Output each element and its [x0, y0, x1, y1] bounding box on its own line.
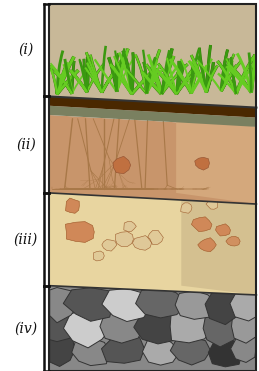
Polygon shape — [170, 307, 214, 343]
Polygon shape — [72, 338, 109, 365]
Polygon shape — [49, 115, 256, 204]
Polygon shape — [206, 198, 217, 209]
Polygon shape — [100, 308, 145, 343]
Polygon shape — [49, 193, 256, 295]
Polygon shape — [93, 251, 104, 261]
Polygon shape — [66, 198, 79, 213]
Polygon shape — [230, 288, 256, 321]
Polygon shape — [226, 236, 240, 246]
Polygon shape — [176, 115, 256, 204]
Polygon shape — [102, 331, 145, 363]
Polygon shape — [49, 96, 256, 118]
Text: (ii): (ii) — [16, 138, 36, 152]
Polygon shape — [198, 238, 216, 252]
Polygon shape — [181, 203, 192, 213]
Polygon shape — [175, 290, 219, 319]
Polygon shape — [102, 288, 152, 322]
Polygon shape — [181, 193, 256, 295]
Polygon shape — [191, 217, 212, 232]
Polygon shape — [215, 224, 230, 236]
Polygon shape — [205, 289, 246, 325]
Polygon shape — [102, 240, 117, 251]
Polygon shape — [63, 308, 111, 348]
Polygon shape — [49, 286, 256, 371]
Polygon shape — [148, 230, 163, 244]
Polygon shape — [231, 335, 256, 362]
Polygon shape — [134, 311, 178, 344]
Polygon shape — [49, 106, 256, 127]
Polygon shape — [170, 337, 211, 365]
Text: (iv): (iv) — [14, 321, 38, 335]
Text: (i): (i) — [18, 43, 33, 57]
Polygon shape — [132, 236, 152, 250]
Polygon shape — [50, 335, 75, 367]
Polygon shape — [66, 222, 94, 242]
Polygon shape — [115, 232, 133, 247]
Polygon shape — [124, 221, 136, 232]
Polygon shape — [49, 4, 256, 108]
Text: (iii): (iii) — [14, 232, 38, 246]
Polygon shape — [50, 309, 74, 342]
Polygon shape — [113, 156, 131, 174]
Polygon shape — [136, 288, 188, 318]
Polygon shape — [203, 313, 242, 347]
Polygon shape — [63, 288, 113, 321]
Polygon shape — [195, 157, 210, 170]
Polygon shape — [232, 308, 256, 343]
Polygon shape — [50, 288, 80, 323]
Polygon shape — [142, 337, 180, 365]
Polygon shape — [208, 337, 242, 367]
